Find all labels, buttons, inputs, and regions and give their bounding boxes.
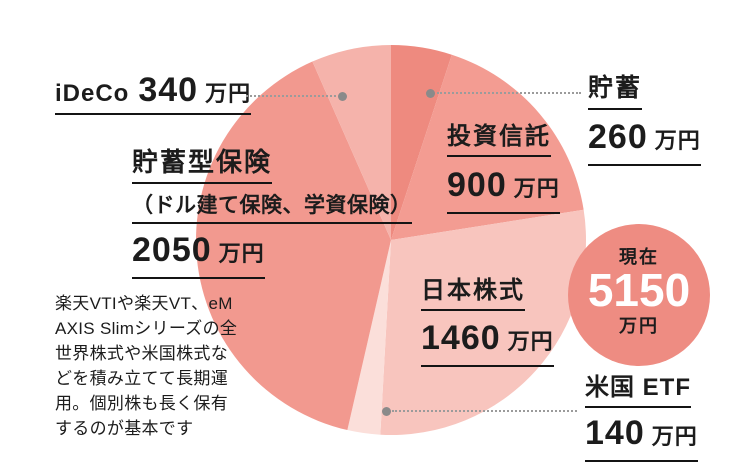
pie-slice-mutual-funds	[391, 54, 584, 241]
mutual-funds-amount-line: 900 万円	[447, 166, 560, 215]
mutual-funds-label: 投資信託	[447, 123, 551, 158]
japan-stocks-amount-line: 1460 万円	[421, 319, 554, 368]
current-total-badge: 現在 5150 万円	[568, 224, 710, 366]
leader-line-savings	[437, 92, 581, 94]
pie-slice-insurance	[196, 61, 391, 431]
note-line: どを積み立てて長期運	[55, 369, 228, 388]
savings-amount-line: 260 万円	[588, 119, 701, 166]
leader-line-ideco	[246, 95, 336, 97]
note-paragraph: 楽天VTIや楽天VT、eM AXIS Slimシリーズの全 世界株式や米国株式な…	[55, 291, 247, 441]
insurance-unit: 万円	[218, 240, 265, 266]
savings-amount: 260	[588, 117, 648, 156]
note-line: AXIS Slimシリーズの全	[55, 319, 238, 338]
callout-us-etf: 米国 ETF 140 万円	[585, 374, 698, 463]
ideco-label: iDeCo	[55, 80, 130, 107]
callout-savings: 貯蓄 260 万円	[588, 74, 701, 166]
callout-japan-stocks: 日本株式 1460 万円	[421, 277, 554, 368]
badge-label: 現在	[619, 247, 659, 267]
japan-stocks-label: 日本株式	[421, 277, 525, 312]
badge-unit: 万円	[619, 316, 659, 336]
insurance-amount-line: 2050 万円	[132, 232, 265, 279]
savings-label: 貯蓄	[588, 74, 643, 110]
leader-dot-us-etf	[382, 407, 391, 416]
ideco-unit: 万円	[205, 81, 252, 106]
us-etf-unit: 万円	[651, 424, 698, 450]
mutual-funds-unit: 万円	[513, 176, 560, 202]
us-etf-label: 米国 ETF	[585, 374, 691, 409]
insurance-label: 貯蓄型保険	[132, 148, 273, 184]
note-line: 世界株式や米国株式な	[55, 344, 228, 363]
mutual-funds-amount: 900	[447, 166, 507, 205]
pie-slice-us-etf	[347, 240, 391, 435]
insurance-subtitle: （ドル建て保険、学資保険）	[132, 194, 412, 224]
us-etf-amount-line: 140 万円	[585, 414, 698, 463]
japan-stocks-unit: 万円	[507, 329, 554, 355]
badge-number: 5150	[587, 264, 691, 316]
leader-dot-savings	[426, 89, 435, 98]
note-line: 楽天VTIや楽天VT、eM	[55, 294, 233, 313]
callout-mutual-funds: 投資信託 900 万円	[447, 123, 560, 215]
insurance-amount: 2050	[132, 230, 212, 269]
leader-line-us-etf	[392, 410, 577, 412]
pie-slice-japan-stocks	[380, 209, 587, 436]
ideco-amount: 340	[138, 71, 199, 109]
callout-ideco: iDeCo 340 万円	[55, 71, 252, 115]
callout-ideco-line: iDeCo 340 万円	[55, 71, 252, 115]
pie-slice-savings	[391, 45, 452, 240]
us-etf-amount: 140	[585, 414, 645, 453]
leader-dot-ideco	[338, 92, 347, 101]
pie-slice-ideco	[312, 45, 391, 240]
note-line: 用。個別株も長く保有	[55, 394, 228, 413]
callout-insurance: 貯蓄型保険 （ドル建て保険、学資保険） 2050 万円	[132, 148, 412, 279]
japan-stocks-amount: 1460	[421, 319, 501, 358]
note-line: するのが基本です	[55, 419, 194, 438]
savings-unit: 万円	[654, 127, 701, 153]
